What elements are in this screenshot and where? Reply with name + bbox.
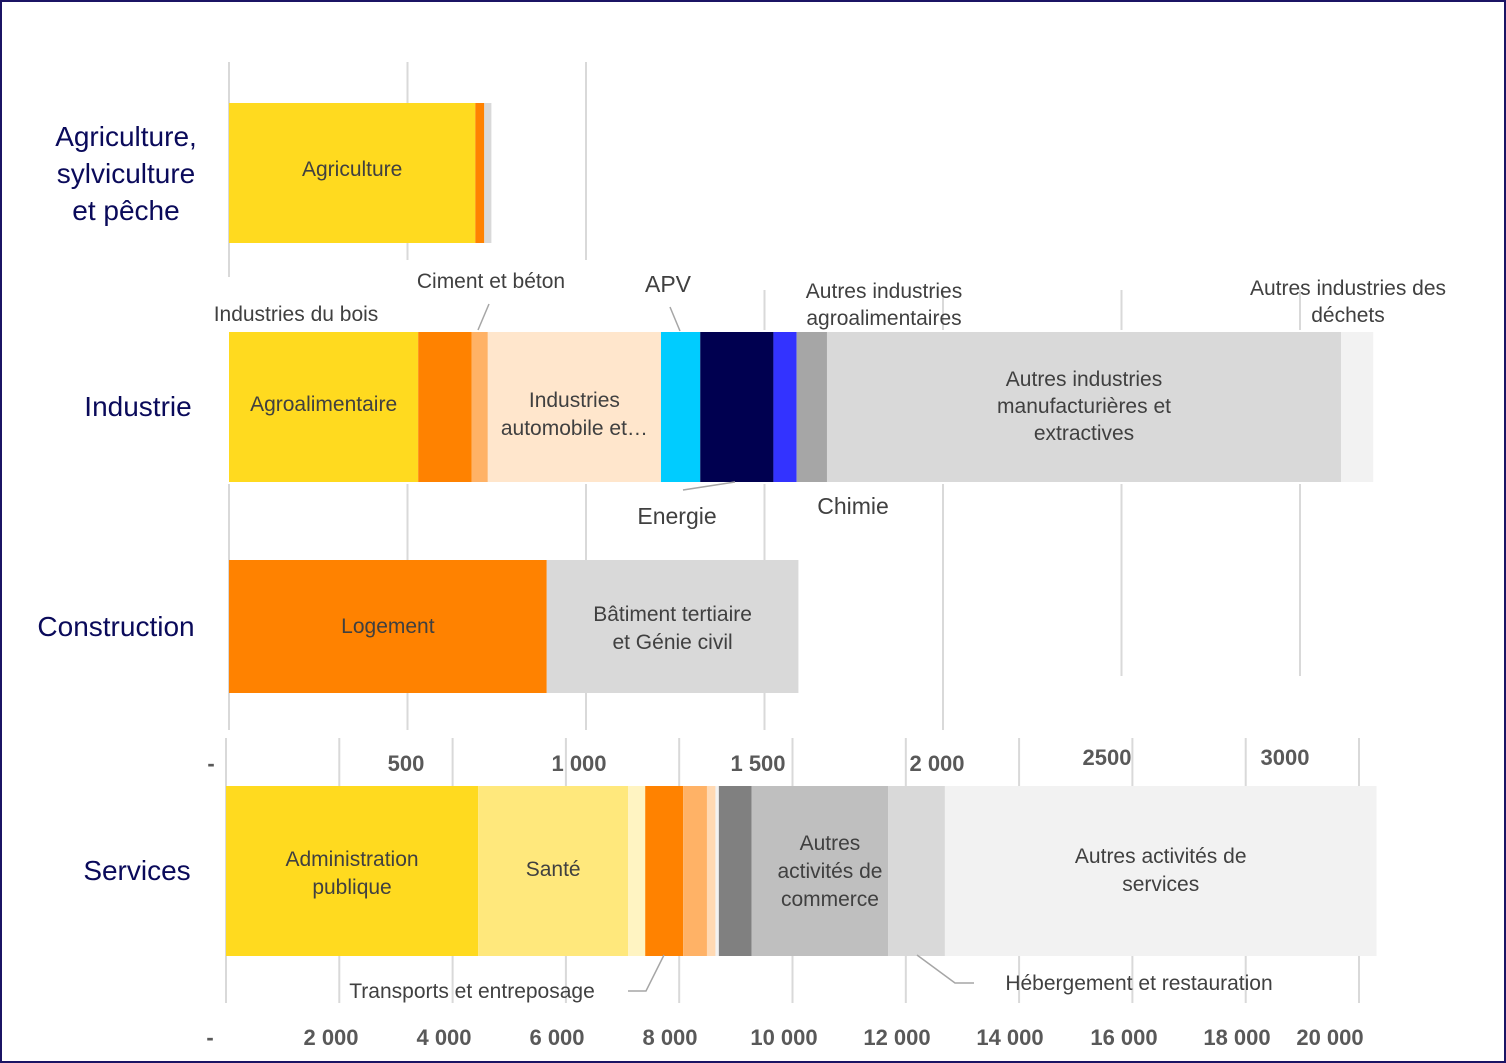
x-tick-lower-9: 18 000: [1203, 1025, 1270, 1050]
label-logement: Logement: [341, 615, 435, 638]
bar-construction-seg-1: [546, 560, 799, 693]
bar-services-seg-2: [628, 786, 646, 956]
x-tick-lower-4: 8 000: [642, 1025, 697, 1050]
label-autres-industries-agroalimentaires: Autres industries agroalimentaires: [806, 280, 962, 330]
x-tick-upper-0: -: [207, 751, 214, 776]
bar-services-seg-1: [478, 786, 629, 956]
x-tick-lower-0: -: [206, 1025, 213, 1050]
label-agriculture: Agriculture: [302, 158, 402, 181]
category-label-construction: Construction: [37, 611, 194, 642]
x-tick-lower-7: 14 000: [976, 1025, 1043, 1050]
bar-industrie-seg-8: [826, 332, 1342, 482]
category-label-industrie: Industrie: [84, 391, 191, 422]
bar-industrie-seg-0: [229, 332, 419, 482]
label-autres-activites-de-commerce: Autres activités de commerce: [777, 832, 882, 911]
leader-apv: [669, 306, 681, 332]
x-tick-upper-5: 2500: [1083, 745, 1132, 770]
bar-industrie-seg-2: [471, 332, 488, 482]
bar-services-seg-9: [888, 786, 945, 956]
leader-hebergement: [916, 954, 974, 984]
bar-industrie-seg-3: [487, 332, 661, 482]
bar-services-seg-7: [718, 786, 752, 956]
x-tick-upper-3: 1 500: [730, 751, 785, 776]
leader-ciment: [477, 303, 490, 331]
bar-services-seg-3: [645, 786, 684, 956]
label-energie: Energie: [637, 503, 716, 529]
label-administration-publique: Administration publique: [286, 848, 419, 899]
bar-services-seg-0: [226, 786, 479, 956]
bar-industrie-seg-7: [796, 332, 827, 482]
label-industries-du-bois: Industries du bois: [214, 303, 379, 326]
label-agroalimentaire: Agroalimentaire: [250, 393, 397, 416]
bar-services-seg-4: [683, 786, 707, 956]
x-tick-lower-2: 4 000: [416, 1025, 471, 1050]
x-tick-lower-10: 20 000: [1296, 1025, 1363, 1050]
label-sante: Santé: [526, 858, 581, 881]
bar-industrie-seg-4: [660, 332, 701, 482]
bar-industrie-seg-9: [1341, 332, 1374, 482]
label-batiment-tertiaire: Bâtiment tertiaire et Génie civil: [593, 603, 752, 654]
x-tick-lower-8: 16 000: [1090, 1025, 1157, 1050]
bar-services-seg-6: [715, 786, 719, 956]
x-tick-lower-5: 10 000: [750, 1025, 817, 1050]
bar-agriculture-seg-1: [475, 103, 485, 243]
category-label-agriculture: Agriculture, sylviculture et pêche: [55, 121, 197, 226]
label-industries-automobile: Industries automobile et…: [501, 389, 648, 440]
x-tick-upper-6: 3000: [1261, 745, 1310, 770]
x-tick-upper-4: 2 000: [909, 751, 964, 776]
bar-industrie-seg-1: [418, 332, 472, 482]
bar-services-seg-8: [751, 786, 889, 956]
bar-agriculture-seg-0: [229, 103, 476, 243]
label-transports-et-entreposage: Transports et entreposage: [349, 980, 595, 1003]
x-tick-lower-1: 2 000: [303, 1025, 358, 1050]
label-hebergement-et-restauration: Hébergement et restauration: [1005, 972, 1272, 995]
bar-services-seg-5: [706, 786, 716, 956]
label-chimie: Chimie: [817, 493, 889, 519]
x-tick-upper-2: 1 000: [551, 751, 606, 776]
x-tick-lower-6: 12 000: [863, 1025, 930, 1050]
leader-transports: [628, 954, 665, 992]
leader-energie: [682, 481, 736, 491]
label-autres-industries-manufacturieres: Autres industries manufacturières et extra…: [997, 368, 1171, 445]
bar-services-seg-10: [944, 786, 1377, 956]
label-autres-activites-de-services: Autres activités de services: [1075, 845, 1247, 896]
category-label-services: Services: [83, 855, 190, 886]
bar-industrie-seg-6: [773, 332, 797, 482]
label-autres-industries-dechets: Autres industries des déchets: [1250, 277, 1446, 327]
x-tick-lower-3: 6 000: [529, 1025, 584, 1050]
x-tick-upper-1: 500: [388, 751, 425, 776]
bar-industrie-seg-5: [700, 332, 774, 482]
bar-construction-seg-0: [229, 560, 547, 693]
label-ciment-et-beton: Ciment et béton: [417, 270, 565, 293]
bar-agriculture-seg-2: [484, 103, 492, 243]
label-apv: APV: [645, 271, 692, 297]
